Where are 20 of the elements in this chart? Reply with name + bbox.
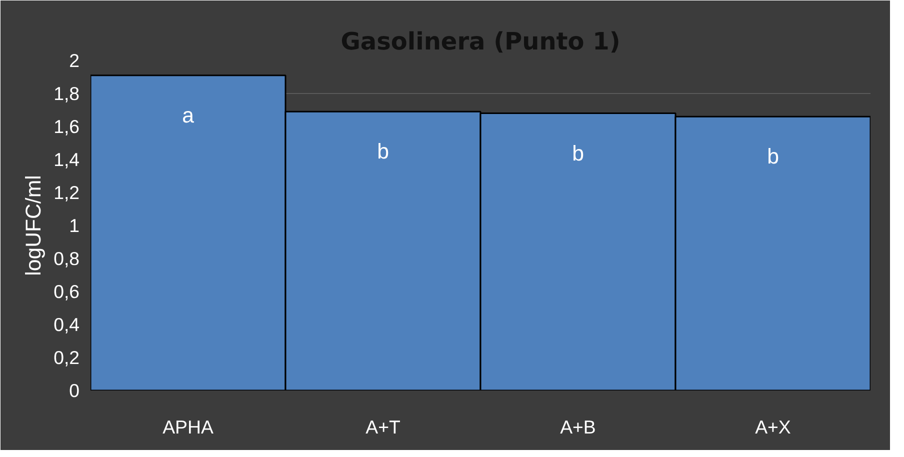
annotation: b	[377, 140, 389, 164]
x-tick-label: A+X	[755, 416, 792, 438]
y-tick-label: 0,2	[54, 347, 80, 368]
y-tick-label: 1	[69, 215, 80, 236]
y-tick-label: 2	[69, 50, 80, 71]
y-tick-label: 0,8	[54, 248, 80, 269]
y-tick-label: 0	[69, 380, 80, 401]
y-axis-title: logUFC/ml	[22, 175, 46, 276]
annotation: a	[182, 103, 194, 128]
y-tick-label: 1,2	[54, 182, 80, 203]
y-tick-label: 1,6	[54, 116, 80, 137]
y-tick-label: 0,6	[54, 281, 80, 302]
x-tick-label: A+B	[560, 416, 596, 438]
y-tick-label: 1,4	[54, 149, 80, 170]
annotation: b	[767, 144, 779, 169]
x-tick-label: A+T	[366, 416, 400, 438]
y-tick-label: 0,4	[54, 314, 80, 335]
x-tick-label: APHA	[162, 416, 214, 438]
y-tick-label: 1,8	[54, 83, 80, 104]
annotation: b	[572, 141, 584, 166]
